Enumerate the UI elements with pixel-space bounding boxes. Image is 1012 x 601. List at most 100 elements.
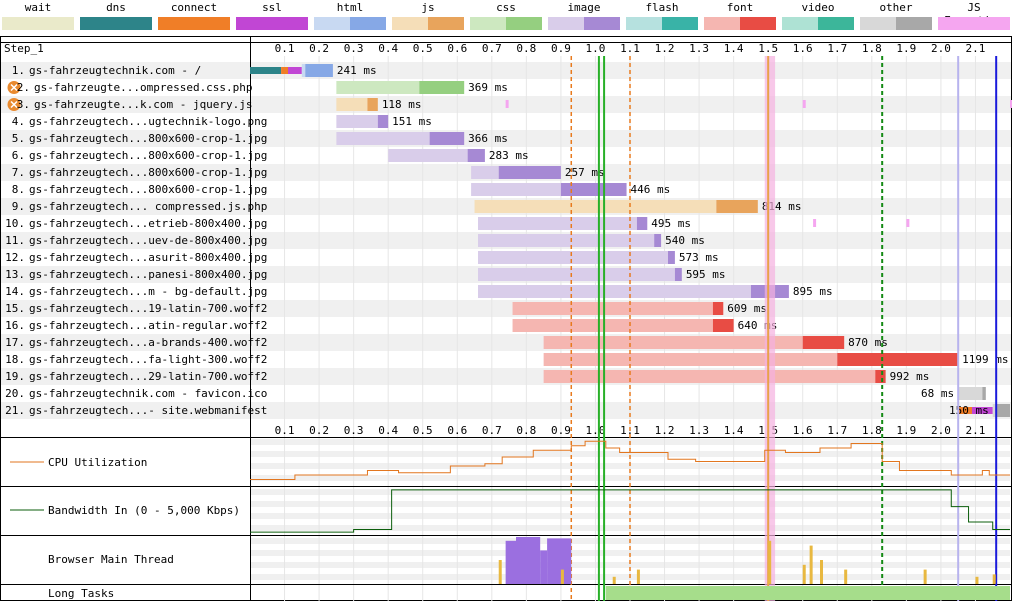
axis-tick-bottom: 0.5 [413, 424, 433, 437]
request-row[interactable]: 7. gs-fahrzeugtech...800x600-crop-1.jpg 25… [12, 166, 605, 179]
row-number: 10. [5, 217, 25, 230]
request-row[interactable]: 11. gs-fahrzeugtech...uev-de-800x400.jpg 5… [5, 234, 705, 247]
axis-tick-bottom: 1.0 [586, 424, 606, 437]
request-row[interactable]: 3. gs-fahrzeugte...k.com - jquery.js 118 m… [7, 98, 422, 111]
axis-tick-top: 1.6 [793, 42, 813, 55]
wait-segment [543, 336, 803, 349]
ssl-segment [288, 67, 302, 74]
row-stripe [1, 402, 1011, 419]
request-row[interactable]: 1. gs-fahrzeugtechnik.com - / 241 ms [12, 64, 377, 77]
wait-segment [543, 353, 838, 366]
row-url: gs-fahrzeugtech...etrieb-800x400.jpg [29, 217, 267, 230]
legend-swatch [626, 17, 698, 30]
main-thread-tick [636, 569, 640, 584]
legend-item-image: image [548, 0, 620, 32]
request-row[interactable]: 8. gs-fahrzeugtech...800x600-crop-1.jpg 44… [12, 183, 671, 196]
request-row[interactable]: 16. gs-fahrzeugtech...atin-regular.woff2 6… [5, 319, 777, 332]
download-segment [467, 149, 485, 162]
legend-swatch [470, 17, 542, 30]
download-segment [305, 64, 333, 77]
row-duration: 595 ms [686, 268, 726, 281]
wait-segment [474, 200, 717, 213]
row-duration: 1199 ms [962, 353, 1008, 366]
row-duration: 68 ms [921, 387, 954, 400]
axis-tick-top: 0.2 [309, 42, 329, 55]
wait-segment [471, 166, 499, 179]
js-execution-tick [505, 100, 509, 108]
axis-tick-bottom: 0.9 [551, 424, 571, 437]
download-segment [716, 200, 758, 213]
row-duration: 369 ms [468, 81, 508, 94]
request-row[interactable]: 20. gs-fahrzeugtechnik.com - favicon.ico 6… [5, 387, 986, 400]
axis-tick-bottom: 1.9 [896, 424, 916, 437]
download-segment [429, 132, 465, 145]
row-duration: 118 ms [382, 98, 422, 111]
axis-tick-bottom: 1.7 [827, 424, 847, 437]
main-thread-tick [768, 540, 772, 584]
request-row[interactable]: 12. gs-fahrzeugtech...asurit-800x400.jpg 5… [5, 251, 719, 264]
row-url: gs-fahrzeugtech...800x600-crop-1.jpg [29, 183, 267, 196]
main-thread-tick [498, 560, 502, 584]
request-row[interactable]: 6. gs-fahrzeugtech...800x600-crop-1.jpg 28… [12, 149, 529, 162]
legend-label: flash [645, 1, 679, 14]
js-execution-tick [802, 100, 806, 108]
request-row[interactable]: 17. gs-fahrzeugtech...a-brands-400.woff2 8… [5, 336, 888, 349]
request-row[interactable]: 15. gs-fahrzeugtech...19-latin-700.woff2 6… [5, 302, 767, 315]
request-row[interactable]: 10. gs-fahrzeugtech...etrieb-800x400.jpg 4… [5, 217, 691, 230]
request-row[interactable]: 21. gs-fahrzeugtech...- site.webmanifest 1… [5, 404, 1010, 417]
legend-label: dns [106, 1, 126, 14]
legend-swatch [236, 17, 308, 30]
axis-tick-top: 1.1 [620, 42, 640, 55]
wait-segment [336, 81, 420, 94]
row-url: gs-fahrzeugtechnik.com - / [29, 64, 201, 77]
download-segment [560, 183, 627, 196]
row-url: gs-fahrzeugtechnik.com - favicon.ico [29, 387, 267, 400]
row-duration: 992 ms [890, 370, 930, 383]
main-thread-tick [820, 560, 823, 584]
step-label: Step_1 [4, 42, 44, 55]
row-number: 9. [12, 200, 25, 213]
download-segment [668, 251, 675, 264]
legend-swatch [860, 17, 932, 30]
legend-label: html [336, 1, 364, 14]
axis-tick-bottom: 1.2 [655, 424, 675, 437]
dns-segment [250, 67, 282, 74]
axis-tick-top: 1.4 [724, 42, 744, 55]
row-url: gs-fahrzeugtech...800x600-crop-1.jpg [29, 132, 267, 145]
main-thread-label: Browser Main Thread [48, 553, 174, 566]
row-url: gs-fahrzeugtech...asurit-800x400.jpg [29, 251, 267, 264]
request-row[interactable]: 9. gs-fahrzeugtech... compressed.js.php 81… [12, 200, 802, 213]
axis-tick-bottom: 0.6 [447, 424, 467, 437]
download-segment [837, 353, 959, 366]
axis-tick-top: 2.1 [966, 42, 986, 55]
legend-label: other [879, 1, 913, 14]
request-row[interactable]: 14. gs-fahrzeugtech...m - bg-default.jpg 8… [5, 285, 833, 298]
axis-tick-bottom: 1.3 [689, 424, 709, 437]
axis-tick-top: 0.5 [413, 42, 433, 55]
request-row[interactable]: 2. gs-fahrzeugte...ompressed.css.php 369 m… [7, 81, 508, 94]
row-number: 11. [5, 234, 25, 247]
axis-tick-bottom: 2.1 [966, 424, 986, 437]
row-number: 7. [12, 166, 25, 179]
legend-item-video: video [782, 0, 854, 32]
axis-tick-top: 0.4 [378, 42, 398, 55]
wait-segment [958, 387, 983, 400]
wait-segment [478, 251, 668, 264]
request-row[interactable]: 4. gs-fahrzeugtech...ugtechnik-logo.png 15… [12, 115, 432, 128]
row-duration: 609 ms [727, 302, 767, 315]
row-number: 16. [5, 319, 25, 332]
row-number: 21. [5, 404, 25, 417]
axis-tick-top: 1.7 [827, 42, 847, 55]
request-row[interactable]: 5. gs-fahrzeugtech...800x600-crop-1.jpg 36… [12, 132, 508, 145]
row-duration: 150 ms [949, 404, 989, 417]
request-row[interactable]: 18. gs-fahrzeugtech...fa-light-300.woff2 1… [5, 353, 1009, 366]
row-number: 6. [12, 149, 25, 162]
request-row[interactable]: 19. gs-fahrzeugtech...29-latin-700.woff2 9… [5, 370, 929, 383]
main-thread-tick [809, 545, 813, 584]
row-stripe [1, 130, 1011, 147]
wait-segment [336, 132, 430, 145]
row-url: gs-fahrzeugte...k.com - jquery.js [34, 98, 253, 111]
legend-item-js-execution: JS Execution [938, 0, 1010, 32]
request-row[interactable]: 13. gs-fahrzeugtech...panesi-800x400.jpg 5… [5, 268, 726, 281]
row-duration: 870 ms [848, 336, 888, 349]
